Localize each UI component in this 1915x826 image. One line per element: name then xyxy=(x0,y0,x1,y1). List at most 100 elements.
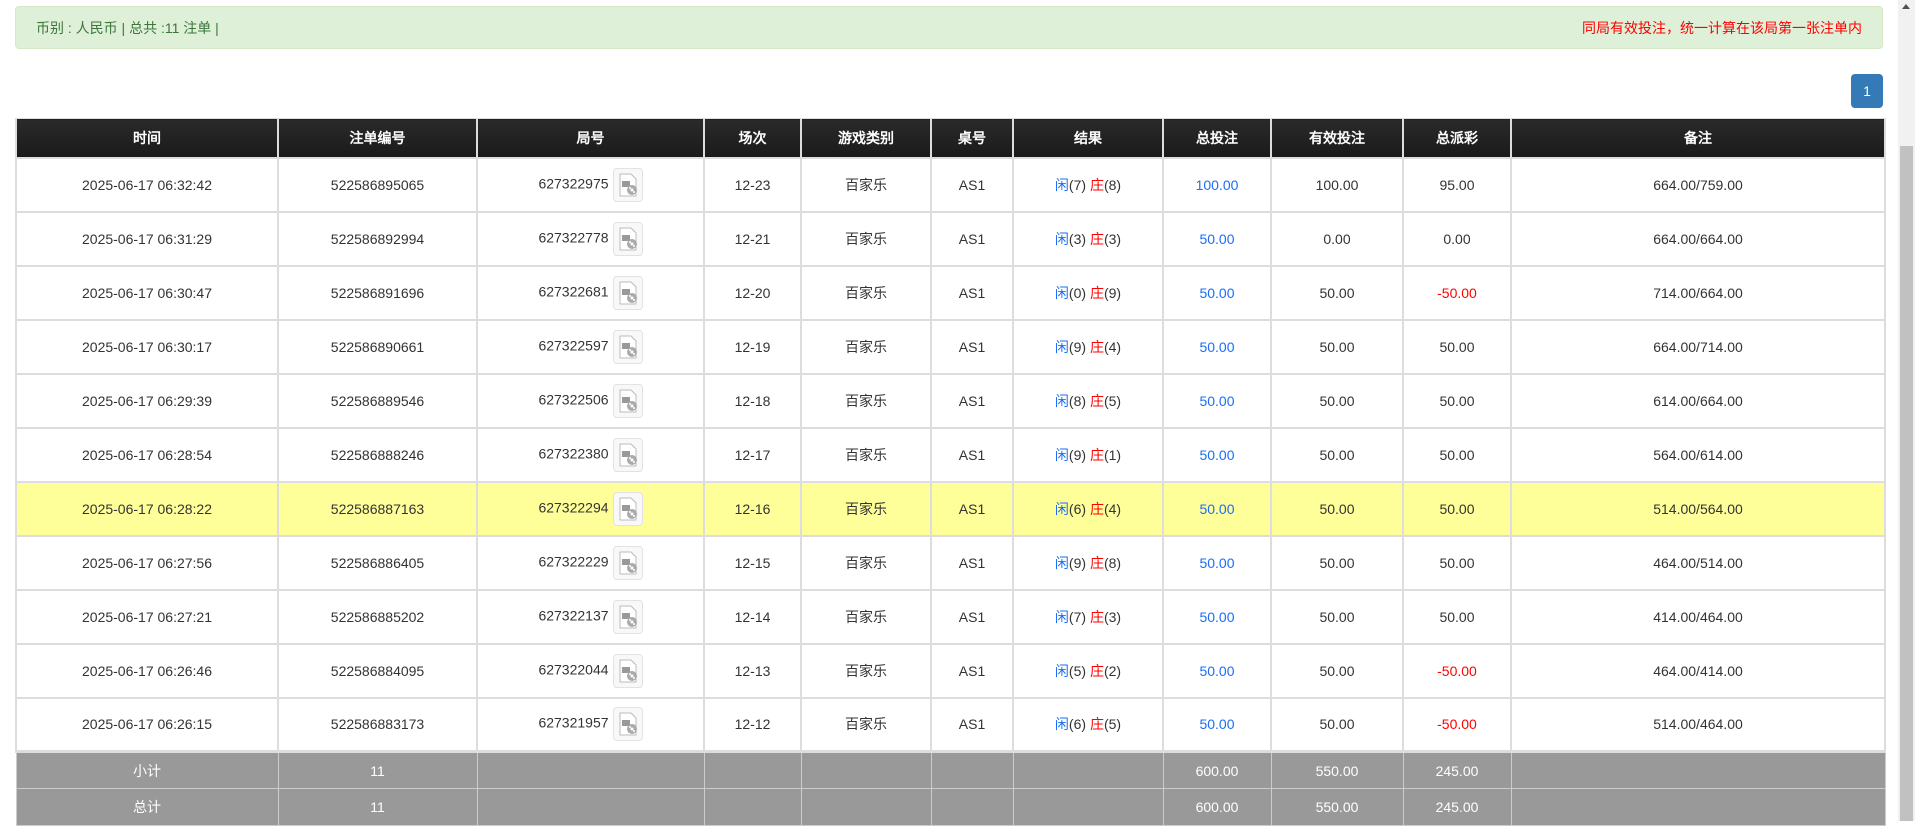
round-cell: 627322975 xyxy=(476,156,705,213)
video-replay-icon[interactable] xyxy=(612,599,643,634)
round-number: 627322229 xyxy=(538,553,609,570)
payout: 0.00 xyxy=(1443,230,1471,247)
game-cell: 百家乐 xyxy=(800,372,932,429)
total-bet-cell: 100.00 xyxy=(1162,156,1272,213)
table-cell: AS1 xyxy=(930,372,1014,429)
scrollbar-thumb[interactable] xyxy=(1900,146,1913,821)
payout-cell: -50.00 xyxy=(1402,696,1512,753)
bet-id: 522586890661 xyxy=(330,338,425,355)
result-cell: 闲(7) 庄(8) xyxy=(1012,156,1164,213)
count-cell: 11 xyxy=(277,788,478,826)
payout: 50.00 xyxy=(1439,554,1475,571)
video-replay-icon[interactable] xyxy=(612,383,643,418)
column-header: 注单编号 xyxy=(277,118,478,159)
bet-time: 2025-06-17 06:28:22 xyxy=(82,500,212,517)
column-header: 场次 xyxy=(703,118,802,159)
video-replay-icon[interactable] xyxy=(612,491,643,526)
table-row: 2025-06-17 06:27:56 522586886405 627322229… xyxy=(15,534,1886,591)
player-score: (0) xyxy=(1068,284,1087,301)
column-header: 游戏类别 xyxy=(800,118,932,159)
empty-cell xyxy=(800,750,932,789)
note-cell: 464.00/414.00 xyxy=(1510,642,1886,699)
page-1-button[interactable]: 1 xyxy=(1851,74,1883,108)
shoe-number: 12-13 xyxy=(734,662,771,679)
video-replay-icon[interactable] xyxy=(612,707,643,742)
scroll-up-arrow-icon[interactable] xyxy=(1902,4,1910,9)
result-cell: 闲(6) 庄(5) xyxy=(1012,696,1164,753)
game-cell: 百家乐 xyxy=(800,426,932,483)
game-cell: 百家乐 xyxy=(800,534,932,591)
notice-text: 同局有效投注，统一计算在该局第一张注单内 xyxy=(1582,19,1862,36)
player-label: 闲 xyxy=(1054,446,1069,463)
total-bet: 50.00 xyxy=(1199,554,1235,571)
table-cell: AS1 xyxy=(930,588,1014,645)
bet-id-cell: 522586885202 xyxy=(277,588,478,645)
video-replay-icon[interactable] xyxy=(612,221,643,256)
total-bet-cell: 50.00 xyxy=(1162,588,1272,645)
payout-cell: 95.00 xyxy=(1402,156,1512,213)
video-replay-icon[interactable] xyxy=(612,653,643,688)
video-replay-icon[interactable] xyxy=(612,167,643,202)
column-header: 桌号 xyxy=(930,118,1014,159)
shoe-cell: 12-15 xyxy=(703,534,802,591)
player-label: 闲 xyxy=(1054,662,1069,679)
count-cell: 11 xyxy=(277,750,478,789)
subtotal-total-bet: 600.00 xyxy=(1195,762,1239,779)
table-row: 2025-06-17 06:26:46 522586884095 627322044… xyxy=(15,642,1886,699)
bet-id-cell: 522586892994 xyxy=(277,210,478,267)
total-bet: 50.00 xyxy=(1199,446,1235,463)
table-number: AS1 xyxy=(958,662,986,679)
result-cell: 闲(7) 庄(3) xyxy=(1012,588,1164,645)
video-replay-icon[interactable] xyxy=(612,437,643,472)
time-cell: 2025-06-17 06:28:54 xyxy=(15,426,279,483)
total-bet-cell: 50.00 xyxy=(1162,426,1272,483)
payout: -50.00 xyxy=(1437,284,1477,301)
shoe-number: 12-14 xyxy=(734,608,771,625)
total-bet: 100.00 xyxy=(1195,176,1239,193)
balance-note: 464.00/514.00 xyxy=(1653,554,1743,571)
table-row: 2025-06-17 06:28:22 522586887163 627322294… xyxy=(15,480,1886,537)
banker-label: 庄 xyxy=(1089,446,1104,463)
column-header: 结果 xyxy=(1012,118,1164,159)
banker-label: 庄 xyxy=(1089,284,1104,301)
round-number: 627322294 xyxy=(538,499,609,516)
round-cell: 627322681 xyxy=(476,264,705,321)
banker-score: (8) xyxy=(1103,554,1122,571)
video-replay-icon[interactable] xyxy=(612,329,643,364)
shoe-cell: 12-23 xyxy=(703,156,802,213)
empty-cell xyxy=(800,788,932,826)
player-score: (8) xyxy=(1068,392,1087,409)
bet-time: 2025-06-17 06:28:54 xyxy=(82,446,212,463)
player-score: (7) xyxy=(1068,608,1087,625)
bet-time: 2025-06-17 06:26:15 xyxy=(82,716,212,733)
round-cell: 627322380 xyxy=(476,426,705,483)
shoe-cell: 12-17 xyxy=(703,426,802,483)
banker-score: (2) xyxy=(1103,662,1122,679)
total-total-bet: 600.00 xyxy=(1195,799,1239,815)
empty-cell xyxy=(930,750,1014,789)
vertical-scrollbar[interactable] xyxy=(1898,0,1915,821)
round-number: 627322044 xyxy=(538,661,609,678)
total-bet: 50.00 xyxy=(1199,338,1235,355)
banker-label: 庄 xyxy=(1089,662,1104,679)
total-bet: 50.00 xyxy=(1199,500,1235,517)
column-header: 备注 xyxy=(1510,118,1886,159)
valid-bet: 50.00 xyxy=(1319,392,1355,409)
valid-bet-cell: 50.00 xyxy=(1270,588,1404,645)
video-replay-icon[interactable] xyxy=(612,275,643,310)
balance-note: 564.00/614.00 xyxy=(1653,446,1743,463)
game-cell: 百家乐 xyxy=(800,696,932,753)
valid-bet: 50.00 xyxy=(1319,446,1355,463)
table-number: AS1 xyxy=(958,608,986,625)
payout-cell: 245.00 xyxy=(1402,788,1512,826)
player-score: (7) xyxy=(1068,176,1087,193)
payout: 50.00 xyxy=(1439,500,1475,517)
bet-time: 2025-06-17 06:29:39 xyxy=(82,392,212,409)
time-cell: 2025-06-17 06:30:47 xyxy=(15,264,279,321)
result-cell: 闲(6) 庄(4) xyxy=(1012,480,1164,537)
note-cell: 664.00/714.00 xyxy=(1510,318,1886,375)
payout: -50.00 xyxy=(1437,662,1477,679)
round-number: 627322778 xyxy=(538,229,609,246)
note-cell: 714.00/664.00 xyxy=(1510,264,1886,321)
video-replay-icon[interactable] xyxy=(612,545,643,580)
